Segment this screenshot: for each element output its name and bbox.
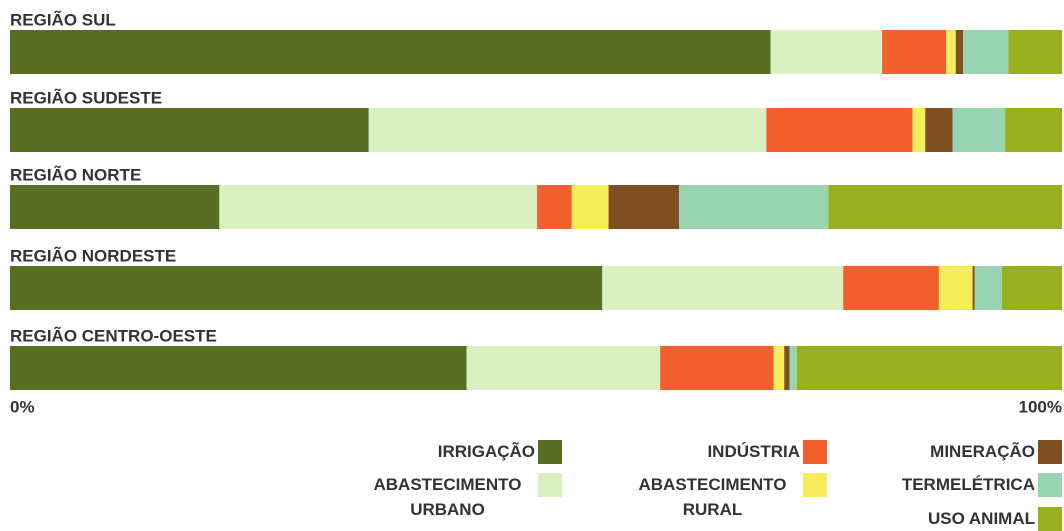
legend-swatch (538, 473, 562, 497)
bar-segment (10, 346, 467, 390)
legend-item: IRRIGAÇÃO (438, 440, 562, 464)
legend-swatch (803, 440, 827, 464)
legend-swatch (803, 473, 827, 497)
bar-segment (938, 266, 973, 310)
category-label: REGIÃO SUL (10, 9, 116, 29)
x-tick-label: 100% (1019, 397, 1062, 416)
legend-swatch (1038, 473, 1062, 497)
bar-segment (963, 30, 1009, 74)
category-label: REGIÃO NORDESTE (10, 245, 176, 265)
legend-label: INDÚSTRIA (707, 442, 800, 461)
legend-swatch (1038, 440, 1062, 464)
legend-swatch (1038, 507, 1062, 531)
bar-segment (571, 185, 609, 229)
category-label: REGIÃO NORTE (10, 164, 141, 184)
bar-segment (1008, 30, 1062, 74)
category-label: REGIÃO CENTRO-OESTE (10, 325, 217, 345)
legend-label: TERMELÉTRICA (901, 475, 1035, 494)
bar-segment (796, 346, 1062, 390)
legend-item: TERMELÉTRICA (902, 473, 1062, 497)
bar-segment (537, 185, 572, 229)
bar-segment (784, 346, 790, 390)
bar-segment (219, 185, 538, 229)
legend-label: ABASTECIMENTO URBANO (373, 475, 522, 519)
bar-segment (974, 266, 1003, 310)
bar-segment (608, 185, 680, 229)
bar-segment (789, 346, 797, 390)
category-label: REGIÃO SUDESTE (10, 87, 162, 107)
legend-label: MINERAÇÃO (930, 442, 1035, 461)
bar-segment (766, 108, 913, 152)
bar-segment (660, 346, 774, 390)
bar-segment (946, 30, 956, 74)
legend-item: INDÚSTRIA (707, 440, 827, 464)
bar-segment (466, 346, 661, 390)
bar-segment (10, 108, 369, 152)
bar-segment (912, 108, 926, 152)
bar-segment (10, 266, 603, 310)
bar-segment (1005, 108, 1062, 152)
bar-segment (882, 30, 947, 74)
bar-segment (602, 266, 844, 310)
legend-item: ABASTECIMENTO URBANO (360, 473, 562, 522)
bar-segment (828, 185, 1062, 229)
bar-segment (10, 30, 771, 74)
bar-segment (925, 108, 953, 152)
bar-segment (972, 266, 975, 310)
legend-label: ABASTECIMENTO RURAL (638, 475, 787, 519)
legend-item: USO ANIMAL (928, 507, 1062, 531)
bar-segment (955, 30, 964, 74)
bar-segment (952, 108, 1006, 152)
legend-label: USO ANIMAL (927, 509, 1035, 528)
legend-swatch (538, 440, 562, 464)
bar-segment (1002, 266, 1062, 310)
legend-item: ABASTECIMENTO RURAL (625, 473, 827, 522)
bar-segment (10, 185, 220, 229)
bar-segment (368, 108, 767, 152)
legend-item: MINERAÇÃO (930, 440, 1062, 464)
bar-segment (843, 266, 939, 310)
bar-segment (770, 30, 883, 74)
legend-label: IRRIGAÇÃO (437, 442, 535, 461)
bar-segment (679, 185, 829, 229)
bar-segment (773, 346, 785, 390)
x-tick-label: 0% (10, 397, 35, 416)
